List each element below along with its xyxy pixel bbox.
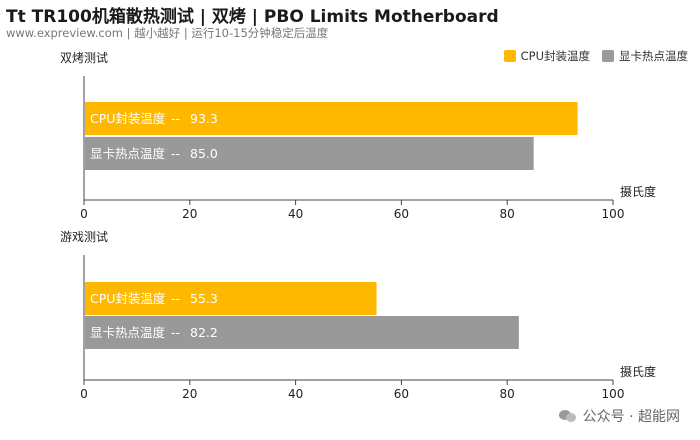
legend: CPU封装温度 显卡热点温度 bbox=[503, 48, 688, 64]
bar bbox=[85, 282, 377, 315]
x-axis-label: 摄氏度 bbox=[620, 364, 656, 379]
bar-separator: -- bbox=[171, 146, 180, 161]
bar-value-label: 82.2 bbox=[190, 325, 218, 340]
bar-category-label: CPU封装温度 bbox=[90, 111, 166, 126]
bar-category-label: 显卡热点温度 bbox=[90, 325, 166, 340]
x-tick-label: 0 bbox=[80, 387, 88, 401]
bar bbox=[85, 137, 534, 170]
x-tick-label: 20 bbox=[182, 387, 197, 401]
bar-category-label: CPU封装温度 bbox=[90, 291, 166, 306]
bar-separator: -- bbox=[171, 111, 180, 126]
wechat-icon bbox=[558, 408, 577, 424]
chart-subtitle: www.expreview.com | 越小越好 | 运行10-15分钟稳定后温… bbox=[6, 26, 329, 40]
watermark: 公众号 · 超能网 bbox=[558, 406, 680, 426]
x-axis-label: 摄氏度 bbox=[620, 184, 656, 199]
legend-label-gpu: 显卡热点温度 bbox=[619, 49, 688, 63]
x-tick-label: 100 bbox=[602, 387, 625, 401]
bar-value-label: 85.0 bbox=[190, 146, 218, 161]
x-tick-label: 0 bbox=[80, 207, 88, 221]
x-tick-label: 60 bbox=[394, 387, 409, 401]
watermark-text: 公众号 · 超能网 bbox=[582, 409, 680, 425]
x-tick-label: 60 bbox=[394, 207, 409, 221]
legend-item-gpu: 显卡热点温度 bbox=[602, 48, 688, 64]
x-tick-label: 20 bbox=[182, 207, 197, 221]
x-tick-label: 40 bbox=[288, 387, 303, 401]
bar-separator: -- bbox=[171, 291, 180, 306]
bar bbox=[85, 316, 519, 349]
bar-value-label: 55.3 bbox=[190, 291, 218, 306]
bar-value-label: 93.3 bbox=[190, 111, 218, 126]
x-tick-label: 80 bbox=[500, 207, 515, 221]
bar-separator: -- bbox=[171, 325, 180, 340]
legend-label-cpu: CPU封装温度 bbox=[520, 49, 590, 63]
x-tick-label: 40 bbox=[288, 207, 303, 221]
legend-swatch-cpu bbox=[503, 50, 516, 62]
panel-title: 游戏测试 bbox=[60, 229, 108, 244]
bar-category-label: 显卡热点温度 bbox=[90, 146, 166, 161]
legend-swatch-gpu bbox=[602, 50, 614, 62]
x-tick-label: 80 bbox=[500, 387, 515, 401]
bar bbox=[85, 102, 578, 135]
legend-item-cpu: CPU封装温度 bbox=[503, 48, 590, 64]
chart-title: Tt TR100机箱散热测试 | 双烤 | PBO Limits Motherb… bbox=[6, 7, 499, 27]
panel-title: 双烤测试 bbox=[60, 50, 108, 65]
x-tick-label: 100 bbox=[602, 207, 625, 221]
